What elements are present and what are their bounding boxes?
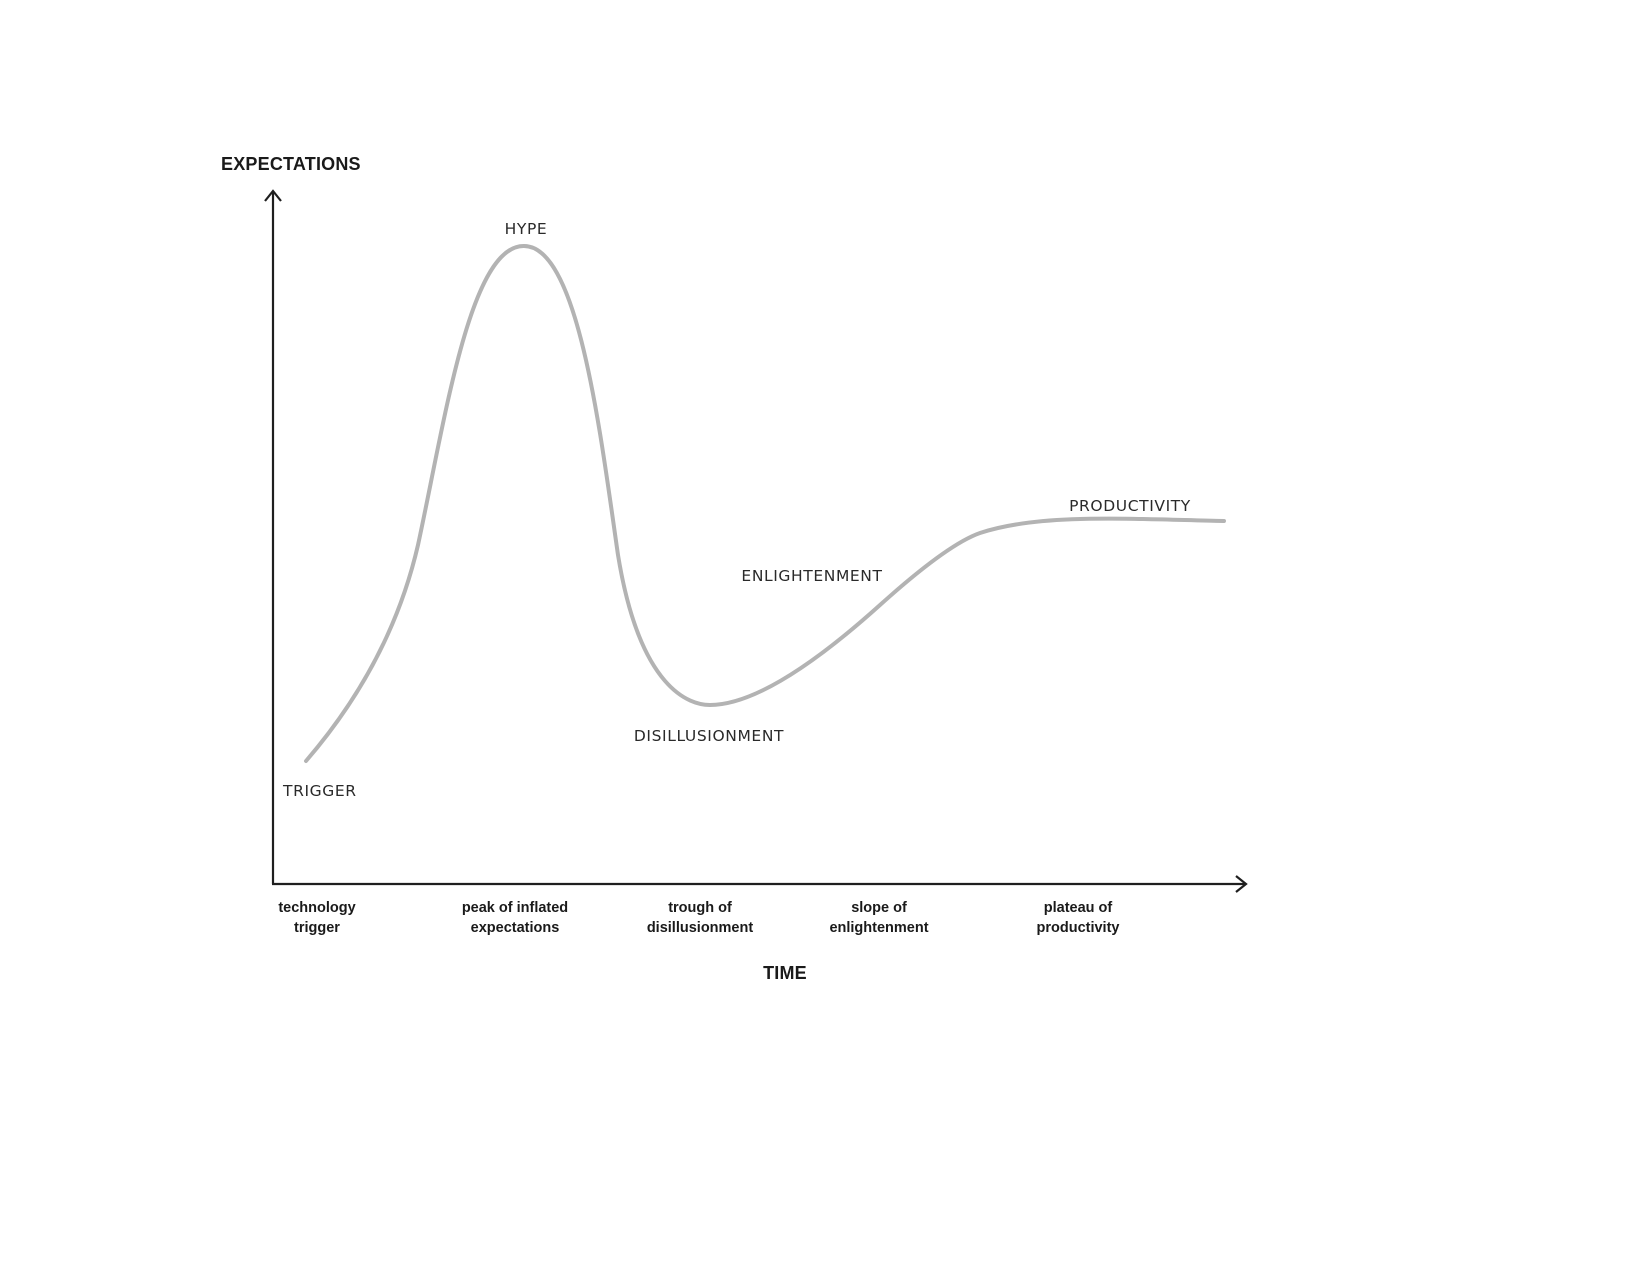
svg-text:trigger: trigger xyxy=(294,920,340,936)
phase-label-hype: HYPE xyxy=(505,220,548,238)
tick-label-technology-trigger: technology trigger xyxy=(278,900,355,936)
tick-label-plateau-of-productivity: plateau of productivity xyxy=(1037,900,1120,936)
tick-label-trough-of-disillusionment: trough of disillusionment xyxy=(647,900,754,936)
tick-label-peak-of-inflated-expectations: peak of inflated expectations xyxy=(462,900,568,936)
phase-label-productivity: PRODUCTIVITY xyxy=(1069,497,1191,515)
phase-label-enlightenment: ENLIGHTENMENT xyxy=(741,567,882,585)
hype-curve xyxy=(304,243,1226,763)
phase-label-disillusionment: DISILLUSIONMENT xyxy=(634,727,784,745)
tick-label-slope-of-enlightenment: slope of enlightenment xyxy=(829,900,928,936)
x-axis-title: TIME xyxy=(763,963,807,983)
y-axis-arrowhead xyxy=(264,189,282,202)
svg-text:plateau of: plateau of xyxy=(1044,900,1113,916)
svg-text:technology: technology xyxy=(278,900,355,916)
svg-text:slope of: slope of xyxy=(851,900,907,916)
svg-text:productivity: productivity xyxy=(1037,920,1120,936)
svg-text:enlightenment: enlightenment xyxy=(829,920,928,936)
phase-label-trigger: TRIGGER xyxy=(282,782,357,800)
y-axis-title: EXPECTATIONS xyxy=(221,154,361,174)
svg-text:expectations: expectations xyxy=(471,920,560,936)
svg-text:disillusionment: disillusionment xyxy=(647,920,754,936)
svg-text:trough of: trough of xyxy=(668,900,732,916)
x-axis-arrowhead xyxy=(1235,875,1248,893)
svg-text:peak of inflated: peak of inflated xyxy=(462,900,568,916)
